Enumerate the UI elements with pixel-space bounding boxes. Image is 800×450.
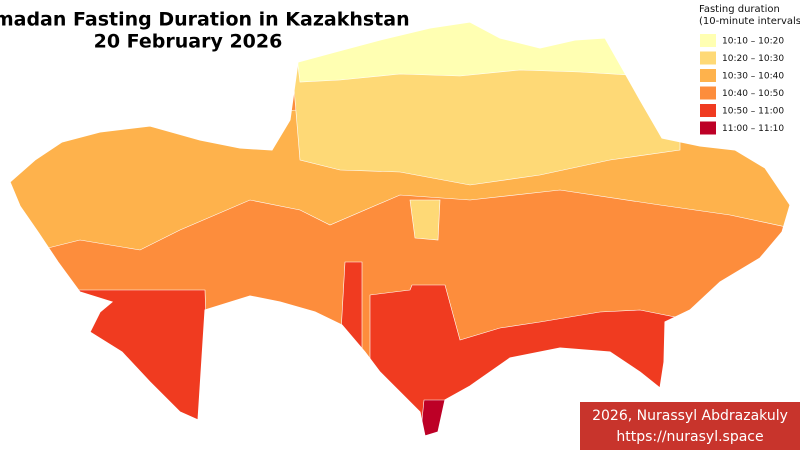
subtitle: 20 February 2026 bbox=[94, 31, 283, 53]
credit-url: https://nurasyl.space bbox=[616, 429, 763, 445]
credit-author: 2026, Nurassyl Abdrazakuly bbox=[592, 408, 788, 424]
legend-swatch bbox=[700, 121, 716, 135]
region bbox=[409, 199, 441, 241]
legend-label: 10:10 – 10:20 bbox=[722, 37, 784, 47]
legend-subtitle: (10-minute intervals) bbox=[699, 16, 800, 27]
legend-label: 10:40 – 10:50 bbox=[722, 89, 784, 99]
legend-label: 11:00 – 11:10 bbox=[722, 124, 784, 134]
legend-swatch bbox=[700, 51, 716, 65]
legend-swatch bbox=[700, 86, 716, 100]
legend-swatch bbox=[700, 104, 716, 117]
legend-title: Fasting duration bbox=[699, 4, 780, 15]
border bbox=[9, 21, 791, 437]
legend: Fasting duration (10-minute intervals) 1… bbox=[695, 0, 800, 140]
region bbox=[59, 289, 211, 436]
legend-label: 10:30 – 10:40 bbox=[722, 72, 784, 82]
legend-swatch bbox=[700, 69, 716, 82]
legend-swatch bbox=[700, 34, 716, 47]
legend-label: 10:20 – 10:30 bbox=[722, 54, 784, 64]
credit-box bbox=[580, 402, 800, 450]
title: Ramadan Fasting Duration in Kazakhstan bbox=[0, 9, 410, 31]
legend-label: 10:50 – 11:00 bbox=[722, 107, 784, 117]
